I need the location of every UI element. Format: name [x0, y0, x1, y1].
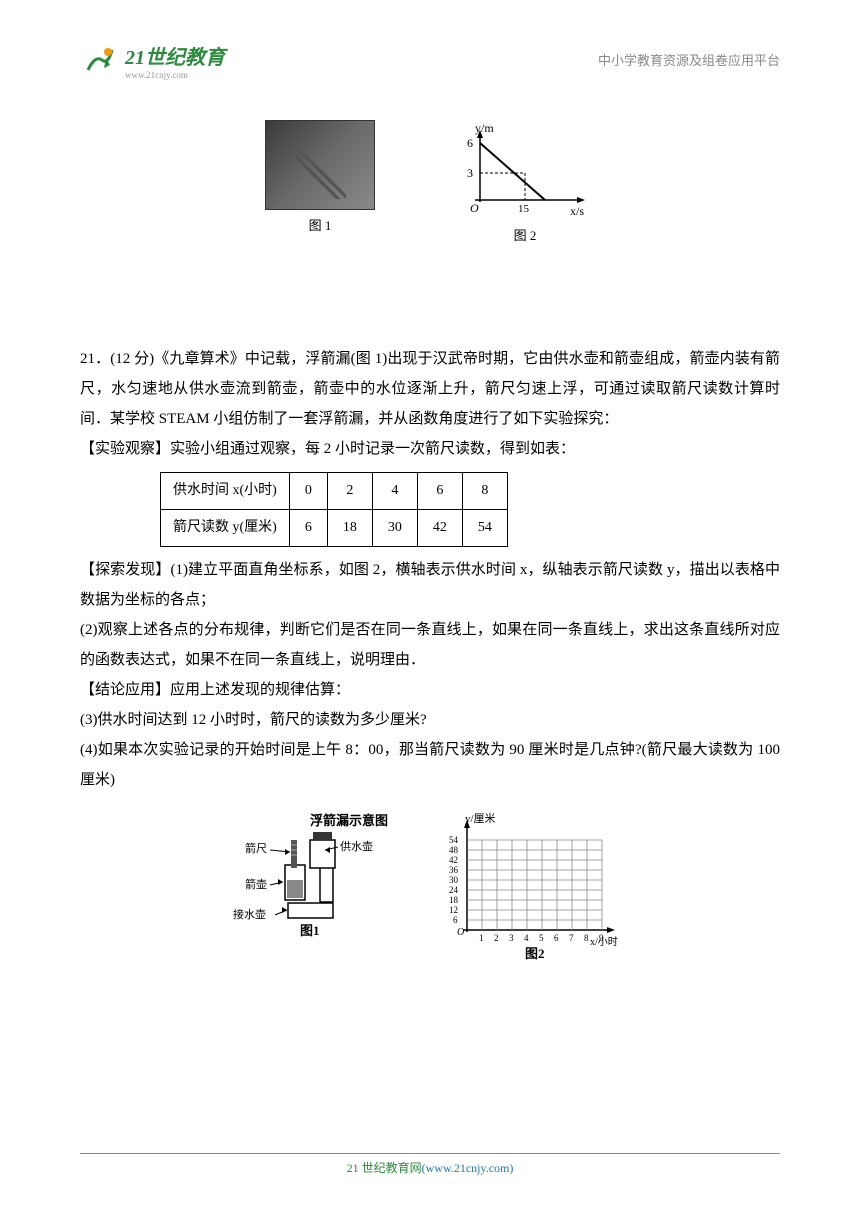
- figure-2-container: y/m 6 3 15 O x/s 图 2: [455, 120, 595, 244]
- svg-text:36: 36: [449, 865, 459, 875]
- figure-1-label: 图 1: [265, 215, 375, 234]
- svg-text:1: 1: [479, 933, 484, 943]
- diagram-title: 浮箭漏示意图: [310, 813, 388, 828]
- svg-text:x/s: x/s: [570, 204, 584, 218]
- conclusion-section: 【结论应用】应用上述发现的规律估算：: [80, 675, 780, 705]
- table-cell: 4: [372, 473, 417, 510]
- bottom-figures-row: 浮箭漏示意图 箭尺 供水壶 箭壶 接水壶: [80, 810, 780, 960]
- observation-section: 【实验观察】实验小组通过观察，每 2 小时记录一次箭尺读数，得到如表：: [80, 434, 780, 464]
- header-right-text: 中小学教育资源及组卷应用平台: [598, 50, 780, 69]
- grid-coordinate-chart: y/厘米 O x/小时: [435, 810, 635, 960]
- svg-text:30: 30: [449, 875, 459, 885]
- svg-text:15: 15: [518, 203, 530, 215]
- page-footer: 21 世纪教育网(www.21cnjy.com): [80, 1153, 780, 1176]
- table-cell: 2: [327, 473, 372, 510]
- table-header-x: 供水时间 x(小时): [161, 473, 290, 510]
- logo-icon: [80, 40, 120, 80]
- part-3: (3)供水时间达到 12 小时时，箭尺的读数为多少厘米?: [80, 705, 780, 735]
- page-header: 21世纪教育 www.21cnjy.com 中小学教育资源及组卷应用平台: [80, 40, 780, 80]
- svg-text:3: 3: [509, 933, 514, 943]
- svg-text:24: 24: [449, 885, 459, 895]
- data-table: 供水时间 x(小时) 0 2 4 6 8 箭尺读数 y(厘米) 6 18 30 …: [160, 472, 508, 547]
- table-cell: 8: [462, 473, 507, 510]
- table-cell: 6: [417, 473, 462, 510]
- figure-1-container: 图 1: [265, 120, 375, 244]
- svg-text:12: 12: [449, 905, 458, 915]
- svg-text:图1: 图1: [300, 923, 320, 938]
- y-axis-label: y/m: [475, 121, 494, 135]
- svg-text:54: 54: [449, 835, 459, 845]
- svg-text:7: 7: [569, 933, 574, 943]
- table-cell: 42: [417, 510, 462, 547]
- svg-text:O: O: [470, 201, 479, 215]
- svg-text:y/厘米: y/厘米: [465, 812, 496, 825]
- apparatus-diagram: 浮箭漏示意图 箭尺 供水壶 箭壶 接水壶: [225, 810, 405, 940]
- svg-text:6: 6: [453, 915, 458, 925]
- part-4: (4)如果本次实验记录的开始时间是上午 8：00，那当箭尺读数为 90 厘米时是…: [80, 735, 780, 795]
- svg-text:9: 9: [599, 933, 604, 943]
- svg-text:4: 4: [524, 933, 529, 943]
- table-cell: 18: [327, 510, 372, 547]
- svg-text:48: 48: [449, 845, 459, 855]
- bottom-figure-1: 浮箭漏示意图 箭尺 供水壶 箭壶 接水壶: [225, 810, 405, 960]
- svg-text:箭尺: 箭尺: [245, 841, 267, 855]
- logo: 21世纪教育 www.21cnjy.com: [80, 40, 225, 80]
- svg-text:箭壶: 箭壶: [245, 877, 267, 891]
- explore-section: 【探索发现】(1)建立平面直角坐标系，如图 2，横轴表示供水时间 x，纵轴表示箭…: [80, 555, 780, 615]
- svg-text:x/小时: x/小时: [590, 936, 618, 948]
- svg-text:8: 8: [584, 933, 589, 943]
- question-21-intro: 21．(12 分)《九章算术》中记载，浮箭漏(图 1)出现于汉武帝时期，它由供水…: [80, 344, 780, 434]
- svg-text:5: 5: [539, 933, 544, 943]
- table-cell: 30: [372, 510, 417, 547]
- svg-text:2: 2: [494, 933, 499, 943]
- table-cell: 0: [289, 473, 327, 510]
- escalator-photo: [265, 120, 375, 210]
- svg-text:6: 6: [467, 136, 473, 150]
- table-cell: 54: [462, 510, 507, 547]
- table-row: 供水时间 x(小时) 0 2 4 6 8: [161, 473, 508, 510]
- table-header-y: 箭尺读数 y(厘米): [161, 510, 290, 547]
- svg-text:供水壶: 供水壶: [340, 839, 373, 853]
- footer-brand: 21 世纪教育网: [347, 1161, 422, 1175]
- footer-url: (www.21cnjy.com): [422, 1161, 514, 1175]
- bottom-figure-2: y/厘米 O x/小时: [435, 810, 635, 960]
- svg-text:接水壶: 接水壶: [233, 907, 266, 921]
- logo-text: 21世纪教育 www.21cnjy.com: [125, 41, 225, 80]
- logo-subtitle: www.21cnjy.com: [125, 70, 225, 80]
- table-cell: 6: [289, 510, 327, 547]
- svg-text:3: 3: [467, 166, 473, 180]
- svg-text:O: O: [457, 927, 464, 938]
- part-2: (2)观察上述各点的分布规律，判断它们是否在同一条直线上，如果在同一条直线上，求…: [80, 615, 780, 675]
- line-chart: y/m 6 3 15 O x/s: [455, 120, 595, 220]
- svg-text:18: 18: [449, 895, 459, 905]
- figure-2-label: 图 2: [455, 225, 595, 244]
- svg-text:42: 42: [449, 855, 458, 865]
- top-figures-row: 图 1 y/m 6 3 15 O x/s 图 2: [80, 120, 780, 244]
- svg-text:图2: 图2: [525, 946, 545, 960]
- logo-title: 21世纪教育: [125, 41, 225, 70]
- main-content: 21．(12 分)《九章算术》中记载，浮箭漏(图 1)出现于汉武帝时期，它由供水…: [80, 344, 780, 795]
- svg-text:6: 6: [554, 933, 559, 943]
- table-row: 箭尺读数 y(厘米) 6 18 30 42 54: [161, 510, 508, 547]
